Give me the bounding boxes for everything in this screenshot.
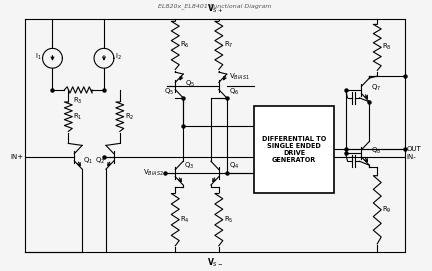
Text: Q$_7$: Q$_7$ — [371, 83, 381, 93]
Text: V$_{BIAS1}$: V$_{BIAS1}$ — [229, 72, 250, 82]
Text: Q$_1$: Q$_1$ — [83, 156, 94, 166]
Text: R$_3$: R$_3$ — [73, 96, 83, 106]
Text: R$_4$: R$_4$ — [180, 215, 190, 225]
Text: V$_{S+}$: V$_{S+}$ — [206, 2, 223, 15]
Text: DIFFERENTIAL TO
SINGLE ENDED
DRIVE
GENERATOR: DIFFERENTIAL TO SINGLE ENDED DRIVE GENER… — [262, 136, 326, 163]
Text: Q$_4$: Q$_4$ — [229, 161, 239, 171]
Text: V$_{S-}$: V$_{S-}$ — [206, 256, 223, 269]
Text: R$_9$: R$_9$ — [382, 205, 392, 215]
Text: Q$_5$: Q$_5$ — [185, 79, 195, 89]
Text: Q$_8$: Q$_8$ — [371, 146, 381, 156]
Text: Q$_3$: Q$_3$ — [184, 161, 194, 171]
Text: R$_2$: R$_2$ — [124, 112, 134, 122]
Text: IN-: IN- — [406, 154, 416, 160]
Text: EL820x_EL8401 Functional Diagram: EL820x_EL8401 Functional Diagram — [158, 3, 272, 9]
Text: IN+: IN+ — [10, 154, 24, 160]
Text: I$_1$: I$_1$ — [35, 52, 41, 62]
Text: Q$_6$: Q$_6$ — [229, 87, 239, 97]
Text: R$_8$: R$_8$ — [382, 42, 392, 53]
Text: Q$_2$: Q$_2$ — [95, 156, 105, 166]
Text: I$_2$: I$_2$ — [115, 52, 122, 62]
Text: R$_7$: R$_7$ — [224, 40, 233, 50]
Bar — [254, 106, 334, 193]
Text: R$_5$: R$_5$ — [224, 215, 233, 225]
Text: V$_{BIAS2}$: V$_{BIAS2}$ — [143, 168, 164, 178]
Text: OUT: OUT — [407, 146, 422, 152]
Text: R$_1$: R$_1$ — [73, 112, 83, 122]
Text: R$_6$: R$_6$ — [180, 40, 190, 50]
Text: Q$_5$: Q$_5$ — [164, 87, 174, 97]
